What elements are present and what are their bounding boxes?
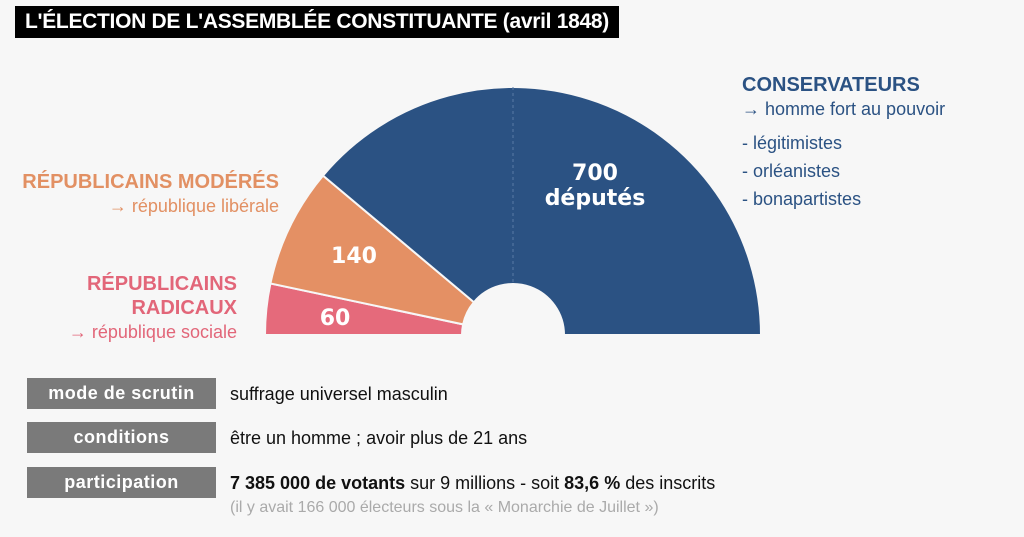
slice-conservateurs [321, 86, 763, 336]
legend-conservateurs-list: - légitimistes - orléanistes - bonaparti… [742, 129, 945, 213]
legend-radicaux: RÉPUBLICAINS RADICAUX → république socia… [0, 272, 237, 344]
info-label-mode: mode de scrutin [27, 378, 216, 409]
legend-moderes-subtitle: → république libérale [108, 196, 279, 216]
participation-end: des inscrits [620, 473, 716, 493]
legend-radicaux-subtitle: → république sociale [68, 322, 237, 342]
legend-conservateurs-title: CONSERVATEURS [742, 74, 920, 96]
info-value-participation: 7 385 000 de votants sur 9 millions - so… [230, 471, 715, 495]
legend-radicaux-title-1: RÉPUBLICAINS [86, 273, 237, 295]
legend-radicaux-title-2: RADICAUX [131, 297, 237, 319]
info-value-mode: suffrage universel masculin [230, 384, 448, 404]
legend-moderes-title: RÉPUBLICAINS MODÉRÉS [22, 171, 279, 193]
legend-conservateurs: CONSERVATEURS → homme fort au pouvoir - … [742, 73, 945, 213]
info-label-participation: participation [27, 467, 216, 498]
participation-rate: 83,6 % [564, 473, 621, 493]
slice-value-label: 140 [331, 244, 377, 269]
legend-conservateurs-subtitle: → homme fort au pouvoir [742, 99, 946, 119]
slice-républicains-modérés [269, 174, 476, 326]
chart-title: L'ÉLECTION DE L'ASSEMBLÉE CONSTITUANTE (… [15, 6, 619, 38]
legend-moderes: RÉPUBLICAINS MODÉRÉS → république libéra… [0, 170, 279, 218]
votants-count: 7 385 000 de votants [230, 473, 406, 493]
list-item: - orléanistes [742, 161, 841, 181]
info-note: (il y avait 166 000 électeurs sous la « … [230, 499, 659, 516]
slice-sub-label: députés [545, 186, 646, 211]
slice-value-label: 60 [320, 306, 351, 331]
participation-mid: sur 9 millions - soit [405, 473, 565, 493]
list-item: - légitimistes [742, 133, 843, 153]
slice-value-label: 700 [572, 161, 618, 186]
list-item: - bonapartistes [742, 189, 862, 209]
info-value-conditions: être un homme ; avoir plus de 21 ans [230, 428, 528, 448]
info-label-conditions: conditions [27, 422, 216, 453]
